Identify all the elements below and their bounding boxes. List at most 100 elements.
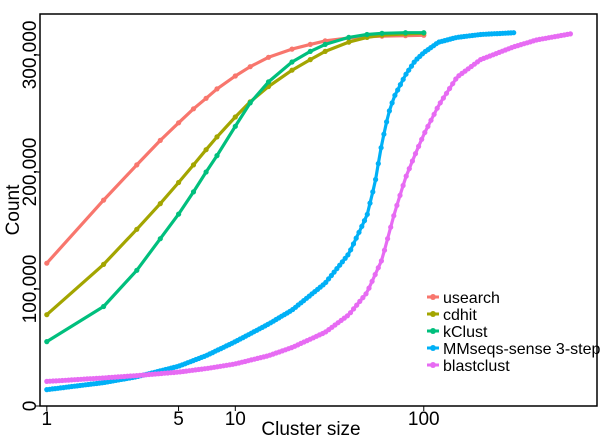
- data-point-cdhit: [134, 226, 140, 232]
- data-point-blastclust: [385, 236, 391, 242]
- data-point-usearch: [247, 64, 253, 70]
- data-point-mmseqs-sense-3-step: [408, 63, 415, 69]
- legend-key-dot: [430, 362, 436, 368]
- x-tick-label: 5: [173, 409, 184, 430]
- data-point-cdhit: [307, 57, 313, 63]
- data-point-mmseqs-sense-3-step: [384, 119, 390, 125]
- data-point-blastclust: [375, 265, 381, 271]
- data-point-mmseqs-sense-3-step: [339, 259, 345, 265]
- data-point-blastclust: [406, 166, 412, 172]
- data-point-blastclust: [409, 158, 415, 164]
- data-point-kclust: [203, 169, 209, 175]
- y-tick-label: 300,000: [20, 21, 41, 90]
- legend-label: kClust: [443, 324, 488, 341]
- data-point-mmseqs-sense-3-step: [370, 189, 376, 195]
- data-point-usearch: [190, 106, 197, 112]
- data-point-kclust: [176, 211, 182, 217]
- data-point-kclust: [214, 153, 220, 159]
- x-tick-label: 10: [225, 409, 246, 430]
- data-point-mmseqs-sense-3-step: [397, 82, 403, 88]
- data-point-mmseqs-sense-3-step: [348, 247, 354, 253]
- x-tick-label: 100: [408, 409, 440, 430]
- data-point-blastclust: [363, 291, 369, 297]
- data-point-mmseqs-sense-3-step: [323, 279, 329, 285]
- data-point-mmseqs-sense-3-step: [511, 30, 517, 36]
- data-point-mmseqs-sense-3-step: [378, 145, 384, 151]
- data-point-blastclust: [372, 271, 378, 278]
- legend-item-blastclust: blastclust: [427, 358, 510, 375]
- data-point-mmseqs-sense-3-step: [373, 176, 379, 183]
- data-point-mmseqs-sense-3-step: [367, 200, 373, 206]
- data-point-mmseqs-sense-3-step: [381, 131, 387, 137]
- data-point-kclust: [402, 30, 409, 36]
- data-point-blastclust: [369, 278, 375, 284]
- data-point-mmseqs-sense-3-step: [331, 269, 337, 275]
- data-point-mmseqs-sense-3-step: [361, 218, 368, 224]
- data-point-blastclust: [357, 298, 363, 304]
- series-layer: [44, 30, 574, 393]
- data-point-blastclust: [347, 310, 354, 316]
- data-point-usearch: [203, 95, 209, 101]
- data-point-blastclust: [360, 295, 366, 301]
- data-point-blastclust: [450, 81, 456, 87]
- plot-border: [39, 13, 598, 407]
- data-point-blastclust: [400, 182, 406, 189]
- y-tick-label: 0: [20, 401, 41, 412]
- data-point-blastclust: [437, 100, 443, 106]
- data-point-kclust: [101, 303, 107, 310]
- data-point-blastclust: [381, 247, 388, 253]
- series-blastclust: [44, 31, 574, 384]
- data-point-usearch: [214, 86, 220, 92]
- data-point-blastclust: [388, 224, 394, 230]
- data-point-blastclust: [447, 85, 453, 92]
- legend-item-cdhit: cdhit: [427, 307, 477, 324]
- data-point-usearch: [134, 162, 140, 168]
- y-axis-title: Count: [3, 184, 24, 235]
- data-point-blastclust: [431, 111, 437, 117]
- data-point-cdhit: [157, 201, 163, 207]
- data-point-kclust: [232, 123, 238, 129]
- data-point-kclust: [421, 30, 427, 36]
- data-point-mmseqs-sense-3-step: [406, 67, 412, 73]
- data-point-cdhit: [346, 39, 352, 45]
- series-kclust: [44, 30, 427, 345]
- data-point-mmseqs-sense-3-step: [350, 241, 357, 247]
- x-tick-label: 1: [42, 409, 53, 430]
- data-point-blastclust: [453, 76, 459, 82]
- data-point-usearch: [307, 41, 313, 48]
- data-point-usearch: [44, 260, 50, 266]
- data-point-mmseqs-sense-3-step: [395, 87, 401, 93]
- data-point-mmseqs-sense-3-step: [400, 76, 406, 82]
- y-axis: 0 100,000 200,000 300,000: [20, 21, 41, 412]
- legend-key-dot: [430, 311, 436, 317]
- y-tick-label: 200,000: [20, 138, 41, 207]
- legend-background: [425, 287, 595, 376]
- data-point-usearch: [101, 197, 107, 203]
- data-point-kclust: [364, 31, 370, 38]
- data-point-mmseqs-sense-3-step: [359, 223, 365, 229]
- data-point-kclust: [134, 267, 140, 273]
- legend-label: MMseqs-sense 3-step: [443, 341, 600, 358]
- data-point-blastclust: [434, 105, 440, 111]
- data-point-blastclust: [422, 129, 428, 136]
- data-point-blastclust: [567, 31, 574, 37]
- series-line-usearch: [45, 33, 424, 265]
- data-point-cdhit: [44, 312, 50, 318]
- data-point-kclust: [157, 236, 163, 242]
- data-point-blastclust: [366, 285, 372, 291]
- data-point-mmseqs-sense-3-step: [345, 252, 351, 258]
- data-point-blastclust: [354, 302, 360, 308]
- legend-item-mmseqs-sense-3-step: MMseqs-sense 3-step: [427, 341, 600, 358]
- data-point-kclust: [322, 41, 328, 48]
- data-point-blastclust: [425, 123, 431, 129]
- data-point-cdhit: [322, 48, 328, 55]
- data-point-blastclust: [412, 151, 419, 157]
- data-point-blastclust: [440, 95, 446, 101]
- data-point-mmseqs-sense-3-step: [356, 229, 362, 235]
- data-point-mmseqs-sense-3-step: [364, 211, 370, 217]
- legend-key-dot: [430, 345, 436, 351]
- data-point-blastclust: [378, 258, 384, 264]
- data-point-kclust: [346, 34, 352, 41]
